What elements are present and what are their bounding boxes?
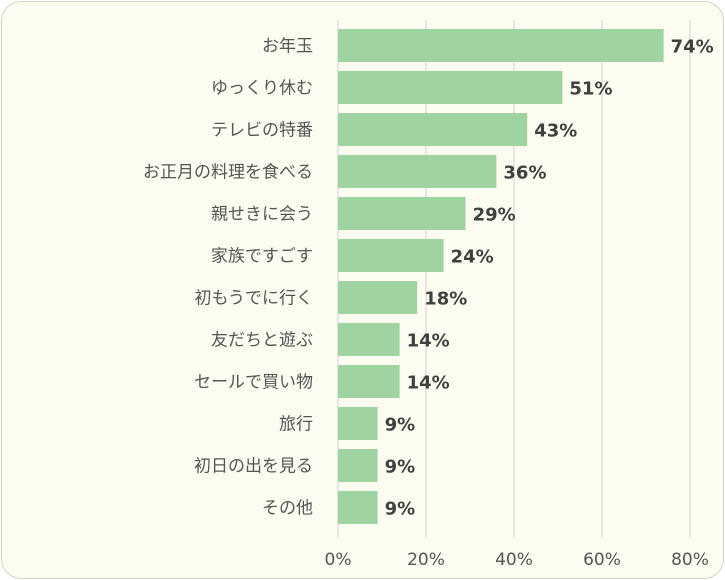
data-label: 9% xyxy=(385,415,416,436)
data-label: 51% xyxy=(569,79,612,100)
x-tick-label: 20% xyxy=(407,550,445,570)
data-label: 36% xyxy=(503,163,546,184)
data-label: 18% xyxy=(424,289,467,310)
bar xyxy=(338,407,378,440)
value-labels: 74% 51% 43% 36% 29% 24% 18% 14% 14% 9% 9% 9% xyxy=(385,37,714,520)
bar xyxy=(338,323,400,356)
x-tick-label: 60% xyxy=(583,550,621,570)
category-label: テレビの特番 xyxy=(211,121,313,141)
category-label: お正月の料理を食べる xyxy=(143,163,313,183)
data-label: 9% xyxy=(385,499,416,520)
bar xyxy=(338,449,378,482)
category-label: お年玉 xyxy=(262,37,313,57)
data-label: 14% xyxy=(407,331,450,352)
data-label: 29% xyxy=(473,205,516,226)
category-label: 家族ですごす xyxy=(211,247,313,267)
category-label: ゆっくり休む xyxy=(211,79,313,99)
category-label: 旅行 xyxy=(279,415,313,435)
bar xyxy=(338,29,664,62)
bar xyxy=(338,113,528,146)
category-label: 初もうでに行く xyxy=(195,289,314,309)
category-label: その他 xyxy=(262,499,313,519)
data-label: 14% xyxy=(407,373,450,394)
category-label: 初日の出を見る xyxy=(194,457,313,477)
bar xyxy=(338,197,466,230)
bar xyxy=(338,281,418,314)
bar xyxy=(338,239,444,272)
data-label: 43% xyxy=(534,121,577,142)
data-label: 24% xyxy=(451,247,494,268)
data-label: 9% xyxy=(385,457,416,478)
bar xyxy=(338,491,378,524)
x-tick-label: 40% xyxy=(495,550,533,570)
bar xyxy=(338,155,497,188)
x-tick-label: 0% xyxy=(325,550,352,570)
bars xyxy=(338,29,664,524)
category-labels: お年玉ゆっくり休むテレビの特番お正月の料理を食べる親せきに会う家族ですごす初もう… xyxy=(143,37,313,519)
category-label: 友だちと遊ぶ xyxy=(211,331,313,351)
category-label: 親せきに会う xyxy=(211,205,313,225)
x-axis-tick-labels: 0% 20% 40% 60% 80% xyxy=(325,550,709,570)
bar xyxy=(338,71,563,104)
x-tick-label: 80% xyxy=(671,550,709,570)
data-label: 74% xyxy=(671,37,714,58)
category-label: セールで買い物 xyxy=(194,373,313,393)
bar xyxy=(338,365,400,398)
